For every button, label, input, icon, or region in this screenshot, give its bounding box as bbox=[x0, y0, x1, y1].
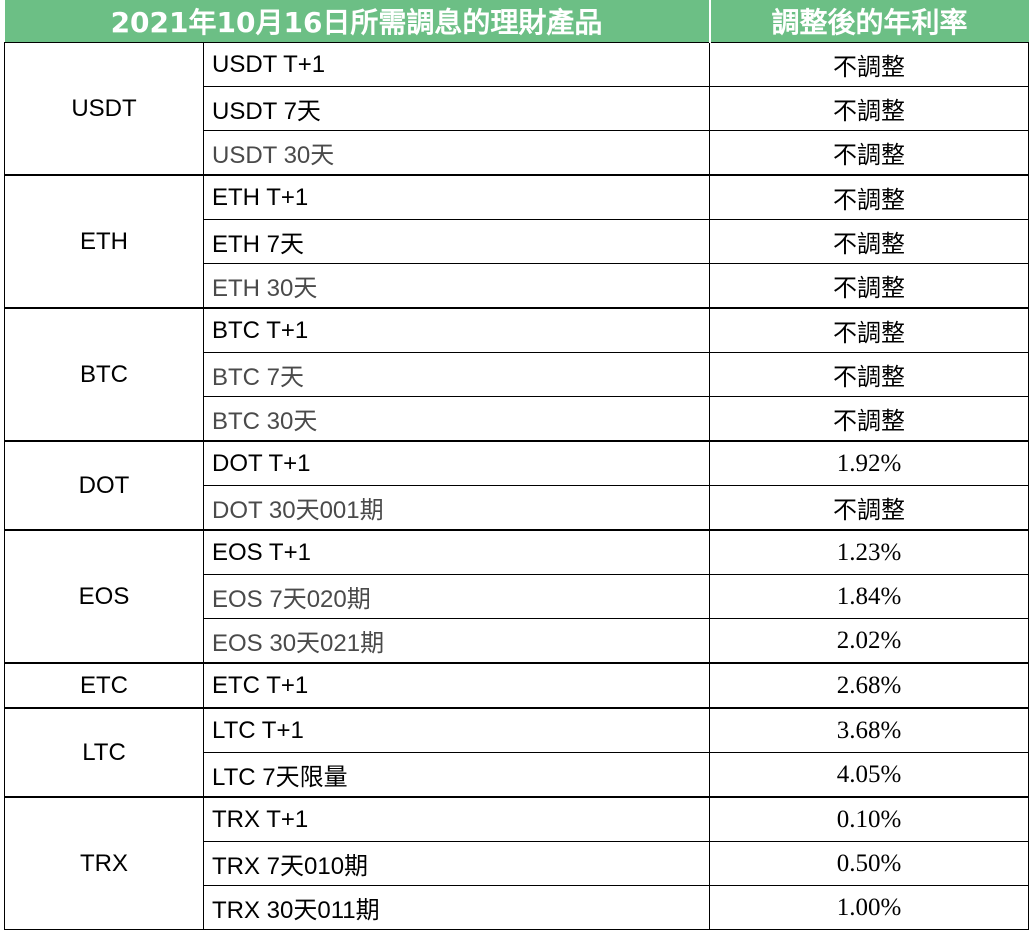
rate-cell[interactable]: 0.50% bbox=[709, 841, 1029, 886]
category-cell[interactable]: DOT bbox=[4, 440, 204, 531]
table-row: EOS EOS T+1 1.23% bbox=[4, 529, 1029, 664]
category-cell[interactable]: LTC bbox=[4, 707, 204, 798]
header-rate[interactable]: 調整後的年利率 bbox=[708, 0, 1029, 43]
product-cell[interactable]: USDT 7天 bbox=[203, 86, 710, 131]
product-cell[interactable]: TRX 30天011期 bbox=[203, 885, 710, 930]
product-cell[interactable]: ETH 7天 bbox=[203, 219, 710, 264]
table-row: EOS 30天021期 2.02% bbox=[5, 618, 1029, 664]
rate-cell[interactable]: 不調整 bbox=[709, 42, 1029, 87]
rate-cell[interactable]: 1.00% bbox=[709, 885, 1029, 930]
table-row: USDT 7天 不調整 bbox=[5, 86, 1029, 131]
rate-cell[interactable]: 1.84% bbox=[709, 574, 1029, 619]
header-product[interactable]: 2021年10月16日所需調息的理財產品 bbox=[4, 0, 710, 43]
product-cell[interactable]: EOS 7天020期 bbox=[203, 574, 710, 619]
product-cell[interactable]: LTC T+1 bbox=[203, 707, 710, 753]
rate-cell[interactable]: 2.68% bbox=[709, 662, 1029, 709]
table-row: BTC 30天 不調整 bbox=[5, 396, 1029, 442]
product-cell[interactable]: TRX T+1 bbox=[203, 796, 710, 842]
header-row: 2021年10月16日所需調息的理財產品 調整後的年利率 bbox=[4, 0, 1029, 43]
category-cell[interactable]: ETC bbox=[4, 662, 204, 709]
table-row: TRX TRX T+1 0.10% bbox=[4, 796, 1029, 930]
table-row: DOT 30天001期 不調整 bbox=[5, 485, 1029, 531]
table-row: LTC 7天限量 4.05% bbox=[5, 752, 1029, 798]
rate-cell[interactable]: 不調整 bbox=[709, 86, 1029, 131]
spreadsheet: 2021年10月16日所需調息的理財產品 調整後的年利率 USDT USDT T… bbox=[4, 0, 1029, 930]
category-cell[interactable]: TRX bbox=[4, 796, 204, 930]
table-row: TRX 7天010期 0.50% bbox=[5, 841, 1029, 886]
rate-cell[interactable]: 不調整 bbox=[709, 219, 1029, 264]
product-cell[interactable]: ETH T+1 bbox=[203, 174, 710, 220]
rate-cell[interactable]: 不調整 bbox=[709, 307, 1029, 353]
rate-cell[interactable]: 不調整 bbox=[709, 263, 1029, 309]
product-cell[interactable]: EOS 30天021期 bbox=[203, 618, 710, 664]
table-row: ETH ETH T+1 不調整 bbox=[4, 174, 1029, 309]
rate-cell[interactable]: 3.68% bbox=[709, 707, 1029, 753]
rate-cell[interactable]: 不調整 bbox=[709, 396, 1029, 442]
product-cell[interactable]: EOS T+1 bbox=[203, 529, 710, 575]
rate-adjustment-table: 2021年10月16日所需調息的理財產品 調整後的年利率 USDT USDT T… bbox=[4, 0, 1029, 930]
table-row: ETC ETC T+1 2.68% bbox=[4, 662, 1029, 709]
product-cell[interactable]: USDT 30天 bbox=[203, 130, 710, 176]
product-cell[interactable]: TRX 7天010期 bbox=[203, 841, 710, 886]
table-row: BTC 7天 不調整 bbox=[5, 352, 1029, 397]
product-cell[interactable]: ETC T+1 bbox=[203, 662, 710, 709]
product-cell[interactable]: BTC 30天 bbox=[203, 396, 710, 442]
product-cell[interactable]: DOT T+1 bbox=[203, 440, 710, 486]
category-cell[interactable]: EOS bbox=[4, 529, 204, 664]
table-row: TRX 30天011期 1.00% bbox=[5, 885, 1029, 930]
rate-cell[interactable]: 1.23% bbox=[709, 529, 1029, 575]
rate-cell[interactable]: 0.10% bbox=[709, 796, 1029, 842]
product-cell[interactable]: DOT 30天001期 bbox=[203, 485, 710, 531]
rate-cell[interactable]: 不調整 bbox=[709, 352, 1029, 397]
table-row: EOS 7天020期 1.84% bbox=[5, 574, 1029, 619]
table-row: DOT DOT T+1 1.92% bbox=[4, 440, 1029, 531]
product-cell[interactable]: LTC 7天限量 bbox=[203, 752, 710, 798]
rate-cell[interactable]: 2.02% bbox=[709, 618, 1029, 664]
rate-cell[interactable]: 不調整 bbox=[709, 130, 1029, 176]
category-cell[interactable]: ETH bbox=[4, 174, 204, 309]
product-cell[interactable]: USDT T+1 bbox=[203, 42, 710, 87]
rate-cell[interactable]: 不調整 bbox=[709, 174, 1029, 220]
category-cell[interactable]: USDT bbox=[4, 42, 204, 176]
table-row: ETH 7天 不調整 bbox=[5, 219, 1029, 264]
category-cell[interactable]: BTC bbox=[4, 307, 204, 442]
rate-cell[interactable]: 4.05% bbox=[709, 752, 1029, 798]
product-cell[interactable]: BTC 7天 bbox=[203, 352, 710, 397]
table-row: USDT USDT T+1 不調整 bbox=[4, 42, 1029, 176]
rate-cell[interactable]: 1.92% bbox=[709, 440, 1029, 486]
product-cell[interactable]: ETH 30天 bbox=[203, 263, 710, 309]
table-row: BTC BTC T+1 不調整 bbox=[4, 307, 1029, 442]
product-cell[interactable]: BTC T+1 bbox=[203, 307, 710, 353]
table-row: LTC LTC T+1 3.68% bbox=[4, 707, 1029, 798]
rate-cell[interactable]: 不調整 bbox=[709, 485, 1029, 531]
